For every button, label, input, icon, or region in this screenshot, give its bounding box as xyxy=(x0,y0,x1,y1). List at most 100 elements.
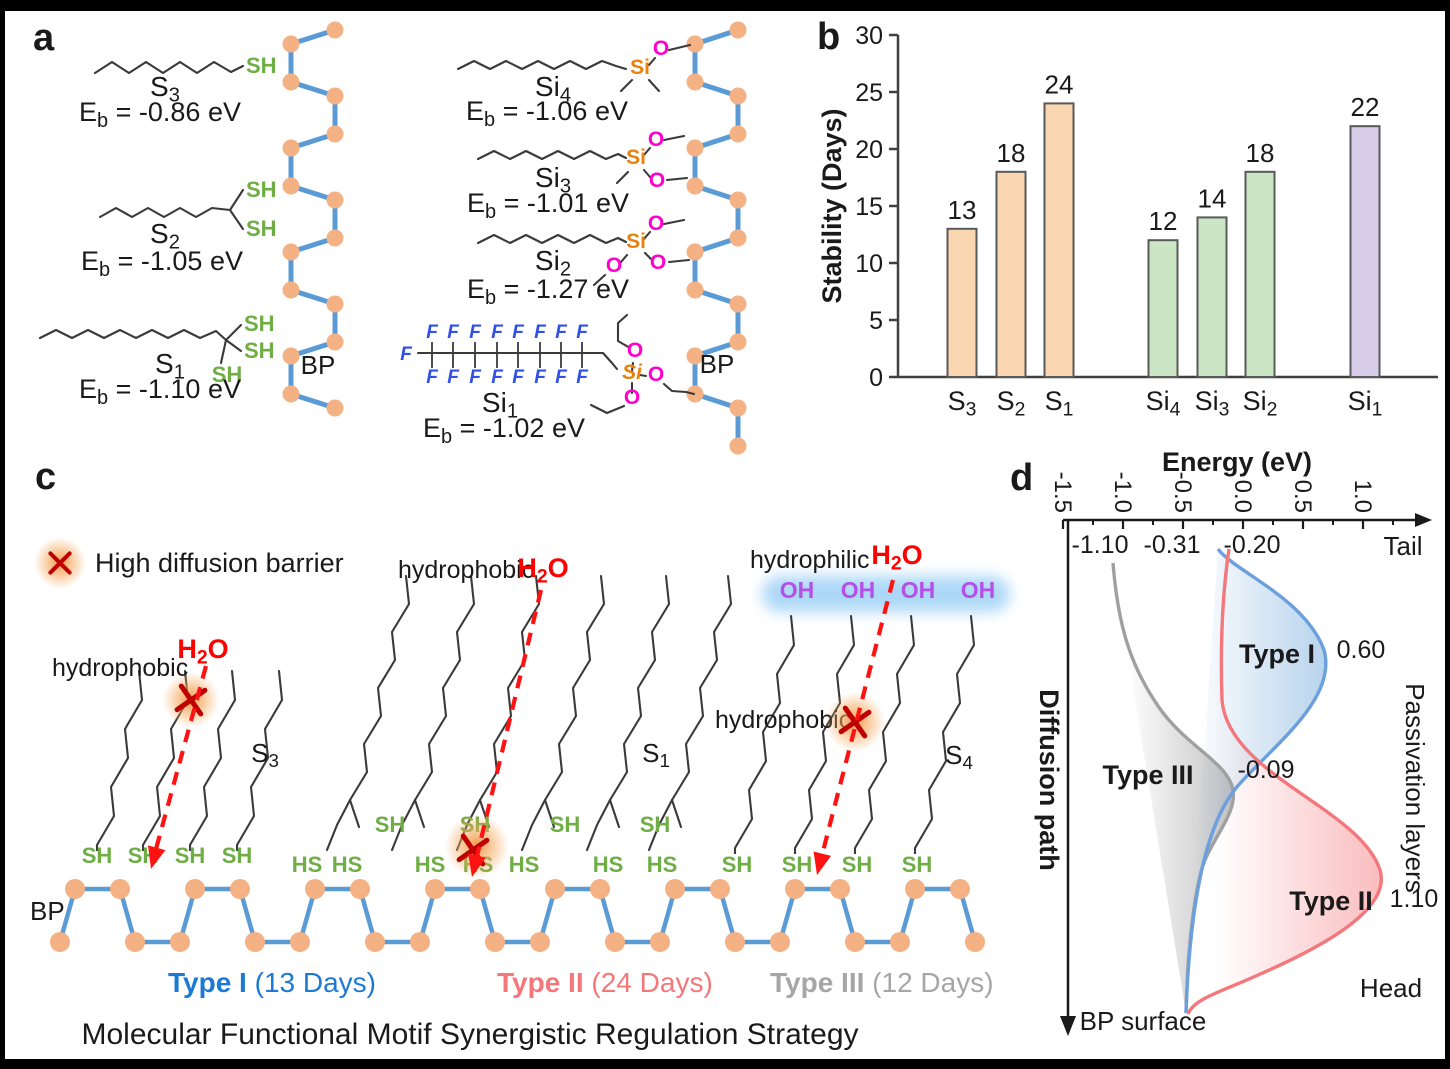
x-tick-label: Si1 xyxy=(1348,386,1383,420)
alkyl-chain xyxy=(733,614,796,850)
bar-value-label: 12 xyxy=(1149,206,1178,236)
strategy-caption: Molecular Functional Motif Synergistic R… xyxy=(81,1018,858,1051)
molecule-name: Si2 xyxy=(535,245,571,281)
bar-value-label: 22 xyxy=(1351,92,1380,122)
fluorine-atom-label: F xyxy=(447,322,460,343)
fluorine-atom-label: F xyxy=(576,322,589,343)
bp-atom xyxy=(282,35,300,53)
molecule-name: S2 xyxy=(150,218,180,254)
alkyl-chain xyxy=(543,574,606,802)
thiol-branch xyxy=(520,798,547,852)
passivation-layers-label: Passivation layers xyxy=(1400,683,1430,893)
bp-atom xyxy=(282,281,300,299)
bp-atom xyxy=(905,879,925,899)
molecule-name: Si3 xyxy=(535,162,571,198)
type2-tail-value: -0.20 xyxy=(1224,531,1281,559)
molecule-si4: Si O Si4 Eb = -1.06 eV xyxy=(456,37,692,131)
thiol-group-label: HS xyxy=(292,852,323,877)
y-tick-label: 15 xyxy=(855,193,883,221)
binding-energy: Eb = -1.27 eV xyxy=(467,274,629,309)
bp-atom xyxy=(710,879,730,899)
bp-atom xyxy=(965,932,985,952)
panel-c-letter: c xyxy=(35,456,56,498)
thiol-group-label: HS xyxy=(332,852,363,877)
hydroxyl-group-label: OH xyxy=(780,577,815,603)
bp-atom xyxy=(686,243,704,261)
panel-c-strategy-diagram: c High diffusion barrier SH SH SH SH SH SH SH S… xyxy=(30,456,1010,1051)
alkyl-chain xyxy=(793,614,856,850)
y-tick-label: 5 xyxy=(869,307,883,335)
bp-atom xyxy=(282,73,300,91)
y-tick-label: 30 xyxy=(855,22,883,50)
diffusion-path-label: Diffusion path xyxy=(1034,689,1064,870)
type2-curve xyxy=(1186,548,1384,1015)
molecule-name: Si1 xyxy=(482,387,518,423)
oxygen-atom-label: O xyxy=(648,128,664,151)
thiol-branch xyxy=(390,798,417,852)
bar xyxy=(1043,102,1075,379)
bp-lattice-horizontal xyxy=(50,879,985,952)
thiol-group-label: HS xyxy=(415,852,446,877)
bp-atom xyxy=(290,932,310,952)
fluorine-atom-label: F xyxy=(469,322,482,343)
bp-atom xyxy=(326,399,344,417)
molecule-s1: SH SH SH S1 Eb = -1.10 eV xyxy=(38,311,275,409)
bp-atom xyxy=(230,879,250,899)
bp-atom xyxy=(326,21,344,39)
bp-atom xyxy=(326,295,344,313)
fluorine-atom-label: F xyxy=(447,367,460,388)
fluorine-atom-label: F xyxy=(555,322,568,343)
head-label: Head xyxy=(1360,973,1422,1003)
thiol-group-label: SH xyxy=(842,852,873,877)
energy-tick-label: 0.0 xyxy=(1229,480,1256,513)
bp-atom xyxy=(890,932,910,952)
molecule-tag-s4: S4 xyxy=(945,740,973,773)
thiol-branch xyxy=(585,798,612,852)
type3-tail-value: -1.10 xyxy=(1072,531,1129,559)
binding-energy: Eb = -1.06 eV xyxy=(466,96,628,131)
energy-tick-label: -1.0 xyxy=(1109,472,1136,513)
diffusion-arrow-2 xyxy=(473,589,544,861)
molecule-name: Si4 xyxy=(535,71,571,107)
bp-atom xyxy=(729,333,747,351)
hydrophilic-label: hydrophilic xyxy=(750,546,870,574)
bp-label: BP xyxy=(30,896,65,926)
bar-value-label: 14 xyxy=(1198,183,1227,213)
bp-atom xyxy=(170,932,190,952)
fluorine-atom-label: F xyxy=(555,367,568,388)
bar-chart: 0 5 10 15 20 25 30 13 S3 18 S2 24 S1 12 Si4 14 Si3 18 Si2 2… xyxy=(855,22,1438,420)
binding-energy: Eb = -1.10 eV xyxy=(79,374,241,409)
silicon-atom-label: Si xyxy=(622,361,643,384)
bar-value-label: 24 xyxy=(1045,69,1074,99)
y-tick-label: 25 xyxy=(855,79,883,107)
silicon-atom-label: Si xyxy=(626,230,646,253)
tail-label: Tail xyxy=(1383,531,1422,561)
water-label-2: H2O xyxy=(517,553,568,587)
molecule-s3: SH S3 Eb = -0.86 eV xyxy=(79,53,277,132)
thiol-group-label: SH xyxy=(782,852,813,877)
x-tick-label: S2 xyxy=(997,386,1026,420)
bar xyxy=(1244,170,1276,378)
thiol-group-label: SH xyxy=(175,843,206,868)
bp-atom xyxy=(686,281,704,299)
molecule-si3: Si O O Si3 Eb = -1.01 eV xyxy=(467,128,689,223)
bp-atom xyxy=(590,879,610,899)
diffusion-arrowhead-2 xyxy=(468,853,486,877)
fluorine-atom-label: F xyxy=(400,344,413,365)
bp-atom xyxy=(686,177,704,195)
bar-value-label: 18 xyxy=(1246,138,1275,168)
alkyl-chain xyxy=(478,574,541,802)
energy-axis-title: Energy (eV) xyxy=(1162,447,1312,477)
alkyl-chain xyxy=(95,669,144,847)
panel-d-energy-profile: d Energy (eV) -1.5 -1.0 -0.5 0.0 0.5 1.0 Diff… xyxy=(1010,447,1438,1036)
molecule-tag-s3: S3 xyxy=(251,738,279,771)
type1-peak-value: 0.60 xyxy=(1337,636,1386,664)
panel-b-stability-chart: b Stability (Days) 0 5 10 15 20 25 30 13 S3 18 S2 2… xyxy=(817,16,1438,420)
thiol-group-label: SH xyxy=(244,338,275,363)
bp-atom xyxy=(785,879,805,899)
panel-b-letter: b xyxy=(817,16,840,58)
bp-label-left: BP xyxy=(301,350,336,380)
bp-atom xyxy=(326,333,344,351)
bp-atom xyxy=(282,139,300,157)
